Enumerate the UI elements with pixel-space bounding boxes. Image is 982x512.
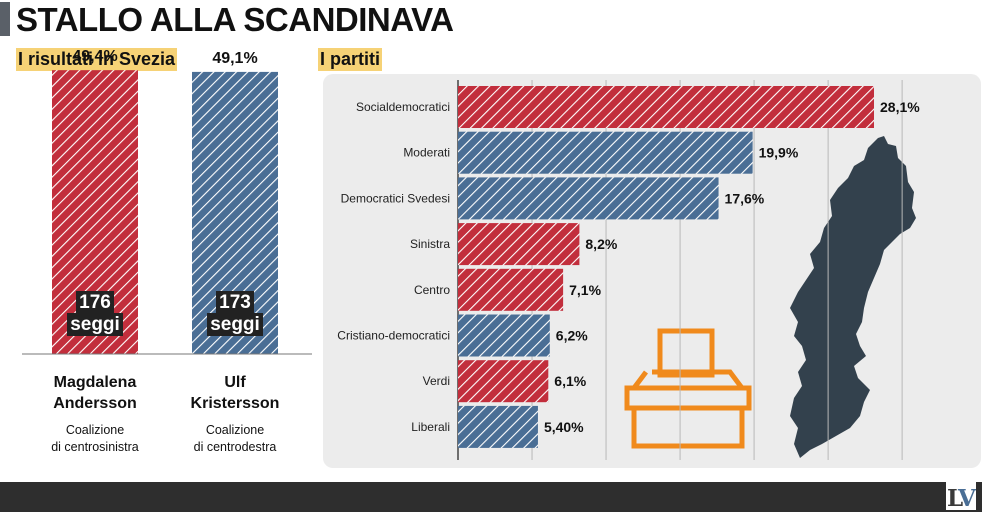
ballot-box-icon (624, 328, 752, 449)
coalition-name-line1: Coalizione (205, 423, 265, 437)
seats-unit: seggi (207, 313, 263, 336)
seats-unit: seggi (67, 313, 123, 336)
party-value-label: 17,6% (725, 190, 765, 206)
coalition-value-label: 49,1% (212, 49, 258, 67)
coalition-name-line2: di centrodestra (193, 440, 277, 454)
section-label-results: I risultati in Svezia (16, 48, 178, 71)
party-bar (458, 223, 580, 266)
lv-logo-icon: L V (946, 482, 976, 510)
party-label: Moderati (403, 146, 450, 160)
coalition-value-label: 49,4% (72, 48, 118, 66)
seats-badge: 176 seggi (55, 291, 135, 336)
party-bar-chart: Socialdemocratici 28,1% Moderati 19,9% Democ… (337, 80, 920, 460)
section-label-parties: I partiti (318, 48, 383, 71)
leader-name-line2: Andersson (53, 395, 137, 412)
party-value-label: 7,1% (569, 282, 601, 298)
leader-name-line2: Kristersson (190, 395, 280, 412)
seats-badge: 173 seggi (195, 291, 275, 336)
coalition-name-line2: di centrosinistra (51, 440, 139, 454)
party-label: Cristiano-democratici (337, 329, 450, 343)
sweden-map-icon (790, 136, 916, 458)
footer-bar (0, 482, 982, 512)
party-label: Democratici Svedesi (341, 191, 450, 205)
party-label: Socialdemocratici (356, 100, 450, 114)
party-value-label: 28,1% (880, 99, 920, 115)
leader-name-line1: Magdalena (53, 374, 137, 391)
party-value-label: 19,9% (759, 145, 799, 161)
party-bar (458, 268, 564, 311)
party-bar (458, 177, 719, 220)
title-accent-bar (0, 2, 10, 36)
party-value-label: 8,2% (585, 236, 617, 252)
coalition-name-line1: Coalizione (65, 423, 125, 437)
seats-count: 176 (76, 291, 114, 314)
page-title: STALLO ALLA SCANDINAVA (16, 1, 454, 38)
party-value-label: 6,1% (554, 373, 586, 389)
party-label: Sinistra (410, 237, 450, 251)
party-bar (458, 314, 550, 357)
leader-name-line1: Ulf (224, 374, 246, 391)
party-label: Centro (414, 283, 450, 297)
party-label: Verdi (423, 374, 450, 388)
party-value-label: 6,2% (556, 328, 588, 344)
seats-count: 173 (216, 291, 254, 314)
party-bar (458, 360, 549, 403)
party-bar (458, 86, 874, 128)
party-bar (458, 131, 753, 174)
party-bar (458, 405, 538, 448)
party-label: Liberali (411, 420, 450, 434)
svg-text:V: V (957, 485, 976, 510)
party-value-label: 5,40% (544, 419, 584, 435)
svg-text:L: L (947, 485, 963, 510)
